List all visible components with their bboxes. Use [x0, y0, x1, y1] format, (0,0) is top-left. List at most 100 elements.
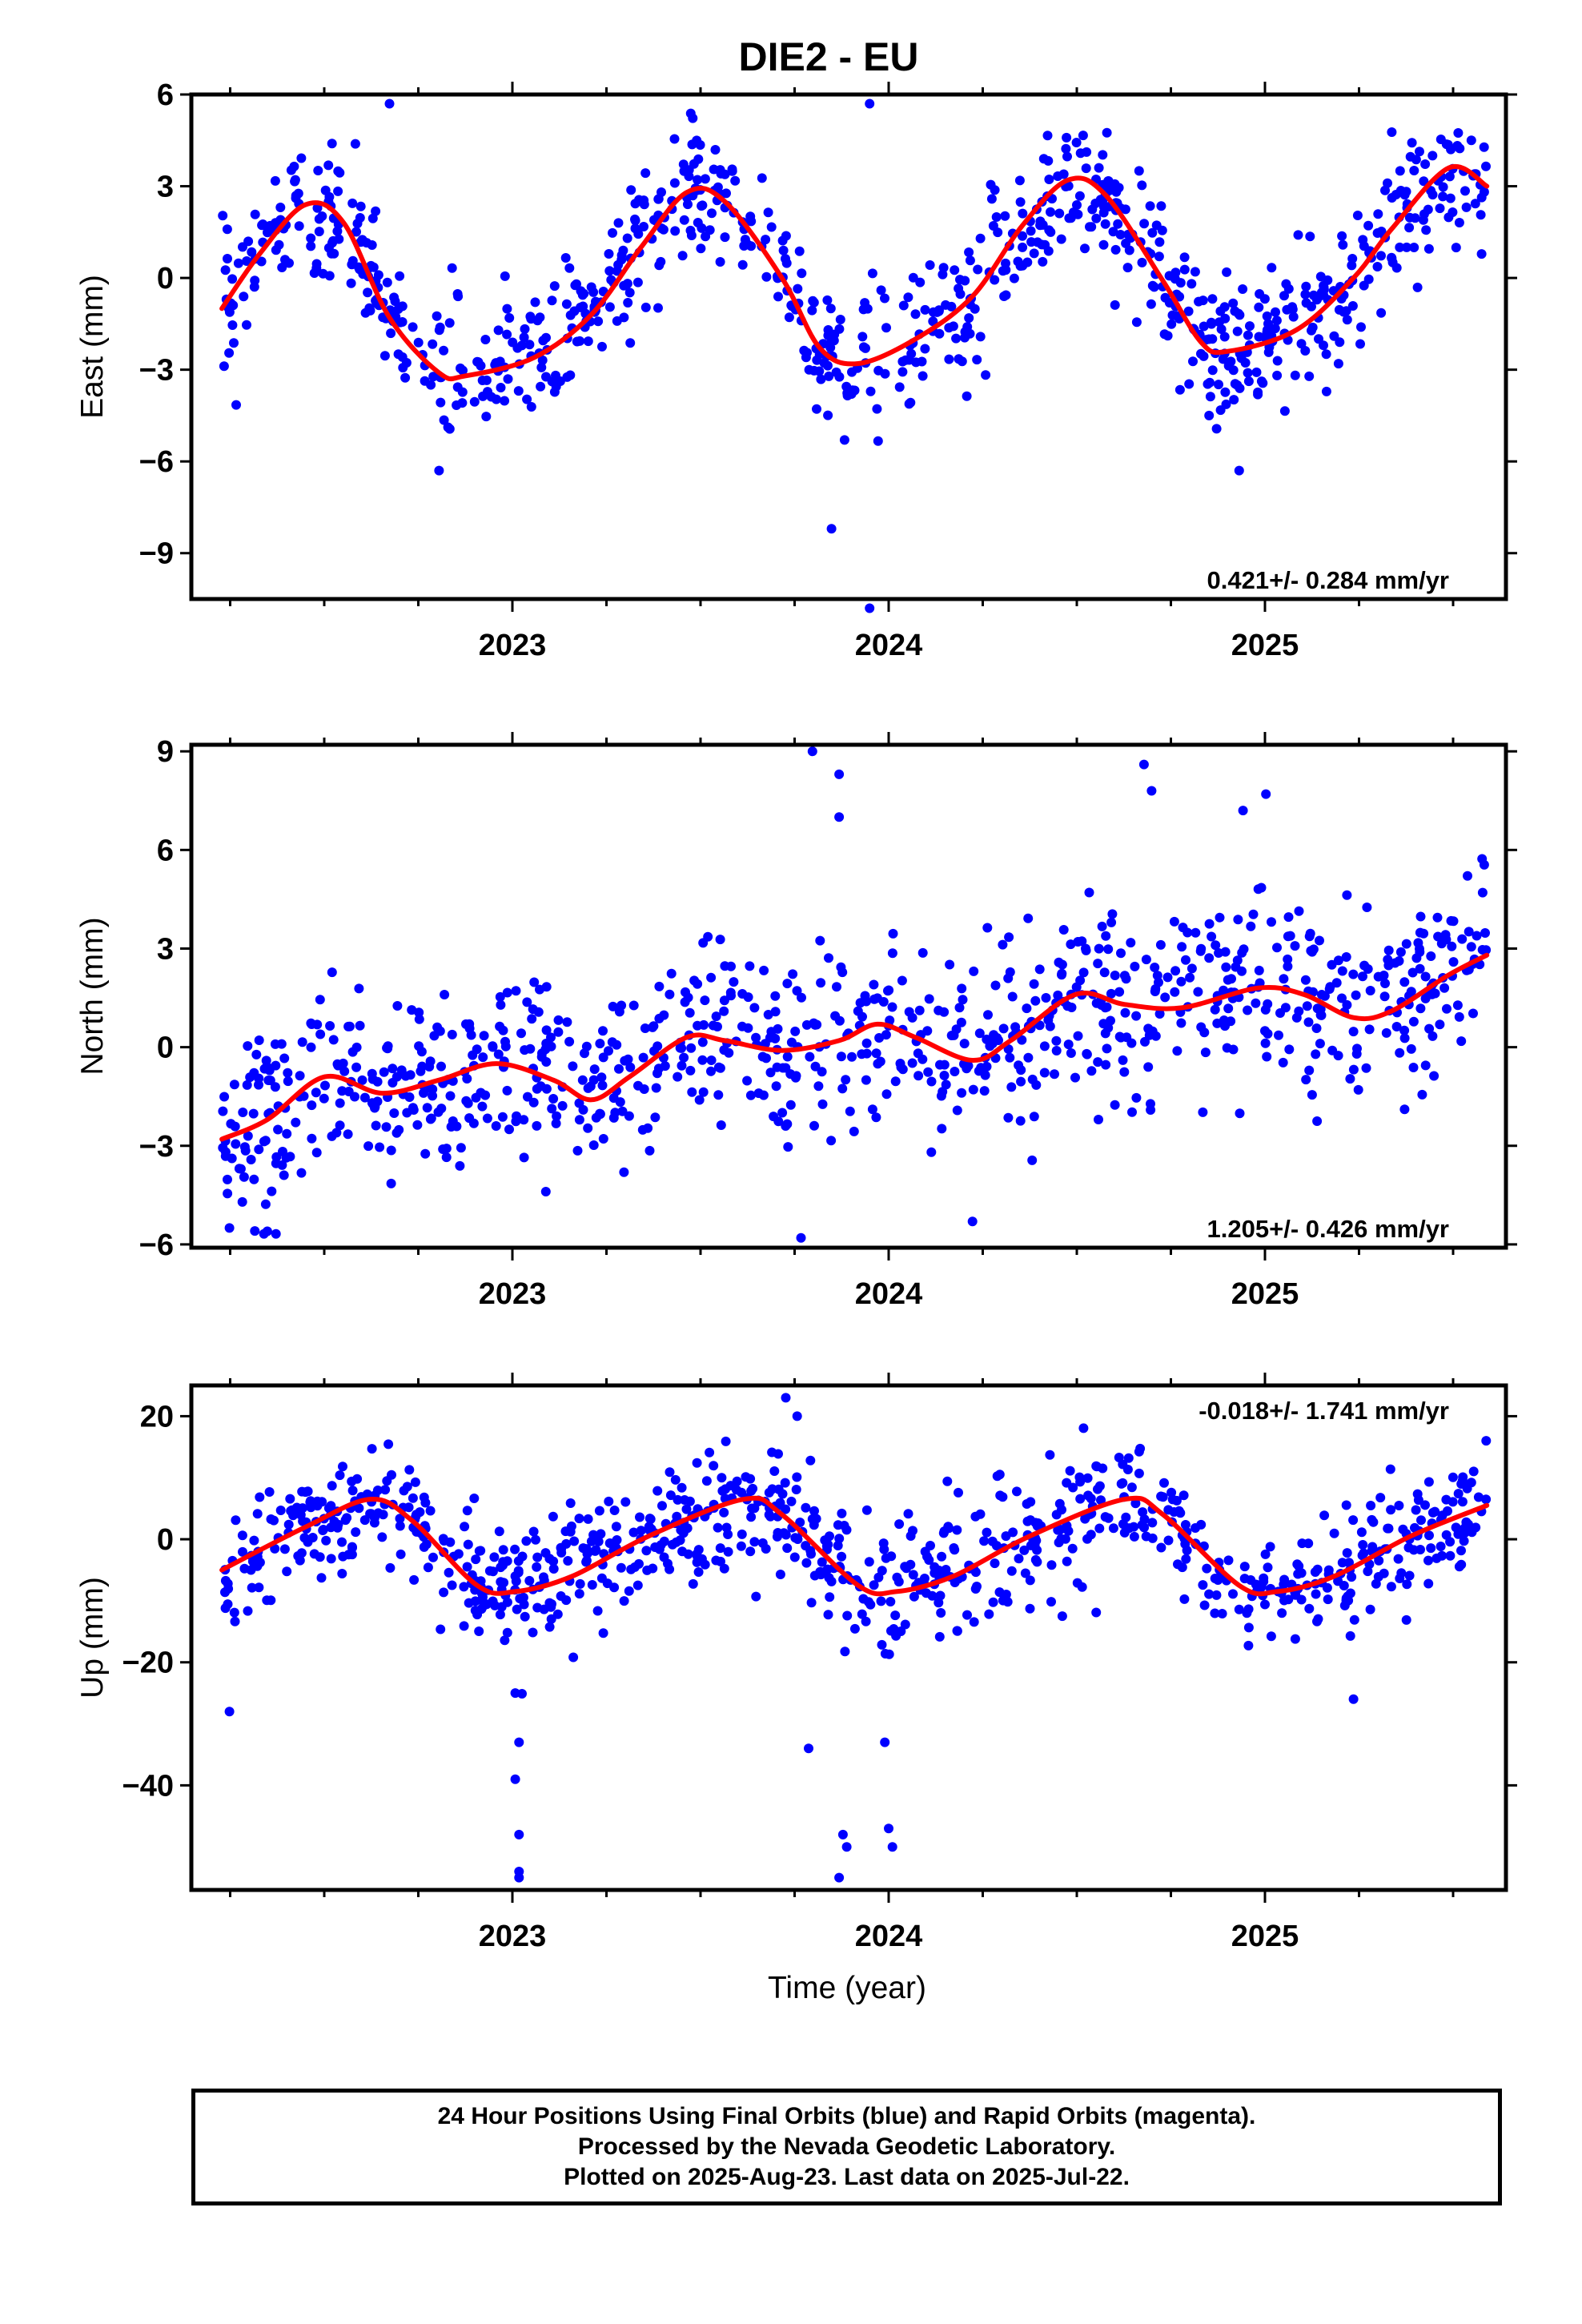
data-point — [1016, 1076, 1026, 1087]
data-point — [878, 997, 889, 1007]
data-point — [1387, 127, 1397, 137]
data-point — [1468, 1008, 1478, 1019]
data-point — [586, 1536, 596, 1546]
data-point — [1207, 931, 1217, 942]
data-point — [960, 332, 970, 343]
data-point — [510, 1688, 520, 1699]
data-point — [745, 1546, 756, 1557]
data-point — [1342, 999, 1352, 1010]
data-point — [574, 1115, 584, 1125]
data-point — [1468, 1466, 1479, 1477]
data-point — [397, 301, 408, 312]
data-point — [1405, 151, 1415, 162]
data-point — [801, 1502, 811, 1513]
data-point — [1053, 990, 1063, 1000]
data-point — [386, 1178, 396, 1188]
data-point — [675, 1535, 685, 1546]
data-point — [1430, 988, 1440, 999]
data-point — [833, 1520, 843, 1530]
data-point — [835, 315, 845, 324]
data-point — [678, 159, 689, 170]
data-point — [532, 1602, 543, 1613]
data-point — [231, 1515, 241, 1526]
data-point — [514, 1867, 524, 1876]
data-point — [596, 1573, 607, 1583]
data-point — [1102, 1043, 1112, 1054]
data-point — [1279, 291, 1289, 301]
data-point — [1018, 231, 1027, 241]
data-point — [1293, 230, 1303, 240]
data-point — [1353, 1084, 1363, 1095]
data-point — [825, 304, 836, 314]
data-point — [1234, 1604, 1244, 1614]
data-point — [619, 1596, 629, 1606]
data-point — [1215, 912, 1225, 923]
data-point — [480, 335, 491, 344]
data-point — [1453, 1489, 1464, 1499]
data-point — [982, 1034, 992, 1044]
y-tick-label: 6 — [157, 834, 174, 867]
data-point — [696, 243, 706, 254]
data-point — [708, 1020, 718, 1031]
data-point — [1041, 993, 1051, 1003]
data-point — [515, 1594, 525, 1604]
data-point — [1056, 234, 1066, 244]
data-point — [692, 1458, 702, 1468]
data-point — [230, 1616, 240, 1626]
data-point — [884, 1823, 893, 1834]
data-point — [1455, 143, 1465, 154]
data-point — [544, 1622, 555, 1632]
data-point — [1480, 928, 1490, 938]
data-point — [1283, 931, 1293, 942]
data-point — [640, 302, 651, 312]
data-point — [219, 1092, 230, 1102]
data-point — [469, 1494, 480, 1503]
data-point — [1420, 1060, 1431, 1071]
data-point — [500, 1036, 510, 1047]
data-point — [1272, 356, 1283, 366]
data-point — [596, 1529, 606, 1539]
data-point — [539, 1572, 548, 1582]
data-point — [1372, 262, 1383, 271]
data-point — [656, 256, 666, 267]
data-point — [1341, 1593, 1351, 1603]
data-point — [510, 1544, 520, 1554]
data-point — [1401, 1614, 1411, 1625]
data-point — [693, 1545, 704, 1555]
data-point — [1235, 1108, 1245, 1119]
data-point — [1380, 185, 1390, 195]
data-point — [1283, 954, 1293, 964]
data-point — [677, 1060, 687, 1071]
data-point — [700, 174, 710, 184]
data-point — [956, 1017, 966, 1027]
data-point — [238, 1546, 247, 1557]
data-point — [384, 99, 395, 109]
data-point — [1215, 405, 1226, 416]
data-point — [766, 222, 777, 232]
data-point — [1159, 1478, 1169, 1488]
data-point — [428, 1084, 438, 1095]
data-point — [1066, 939, 1076, 950]
data-point — [711, 1555, 721, 1566]
data-point — [462, 1506, 472, 1516]
data-point — [681, 987, 690, 997]
data-point — [880, 1737, 890, 1747]
data-point — [1395, 186, 1406, 195]
data-point — [763, 1010, 773, 1019]
data-point — [541, 982, 552, 992]
data-point — [1172, 1046, 1182, 1056]
data-point — [279, 1170, 289, 1180]
plot-frame — [189, 742, 1508, 1250]
data-point — [471, 1554, 481, 1565]
data-point — [1221, 962, 1231, 972]
data-point — [1311, 1023, 1322, 1033]
data-point — [1176, 976, 1186, 987]
data-point — [1386, 1582, 1396, 1592]
data-point — [1406, 987, 1416, 997]
data-point — [569, 1536, 580, 1546]
data-point — [788, 969, 798, 979]
data-point — [925, 260, 935, 270]
data-point — [287, 1505, 297, 1515]
data-point — [1228, 1589, 1238, 1599]
data-point — [235, 1164, 246, 1174]
